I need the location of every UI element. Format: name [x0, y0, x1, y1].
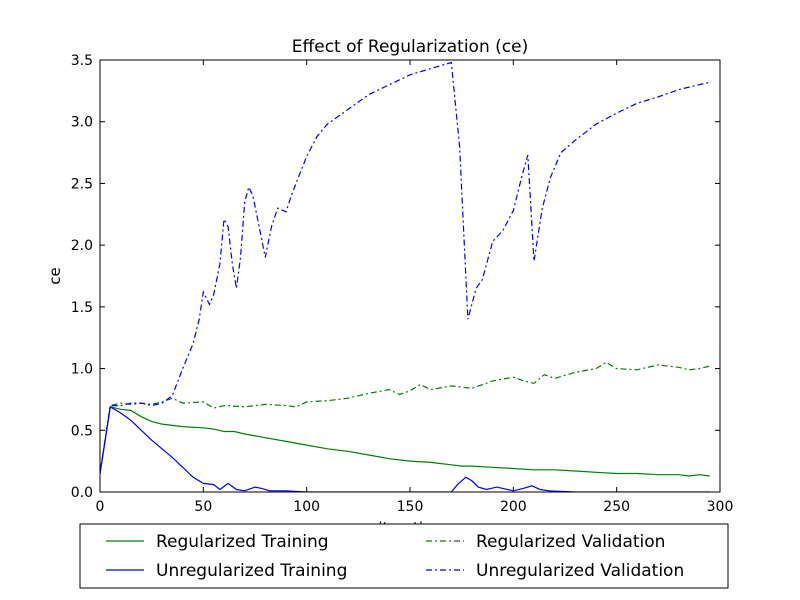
x-tick-label: 250 — [603, 499, 630, 515]
series-line-2 — [100, 405, 710, 492]
series-line-4 — [100, 61, 710, 474]
y-tick-label: 2.5 — [71, 176, 93, 192]
y-tick-label: 3.0 — [71, 115, 93, 131]
x-tick-label: 100 — [293, 499, 320, 515]
y-tick-label: 0.5 — [71, 423, 93, 439]
series-layer — [100, 61, 710, 492]
legend-label-1: Regularized Training — [156, 532, 329, 552]
y-tick-label: 1.0 — [71, 362, 93, 378]
x-tick-label: 150 — [397, 499, 424, 515]
legend-entries: Regularized Training Unregularized Traini… — [106, 532, 684, 581]
legend-label-3: Regularized Validation — [476, 532, 665, 552]
series-line-3 — [100, 361, 710, 474]
legend-label-4: Unregularized Validation — [476, 561, 684, 581]
y-tick-label: 3.5 — [71, 53, 93, 69]
legend-box — [79, 523, 729, 589]
y-tick-label: 0.0 — [71, 485, 93, 501]
x-tick-label: 50 — [194, 499, 212, 515]
x-tick-label: 0 — [96, 499, 105, 515]
chart-title: Effect of Regularization (ce) — [292, 37, 528, 57]
x-tick-label: 200 — [500, 499, 527, 515]
y-tick-label: 1.5 — [71, 300, 93, 316]
series-line-1 — [100, 406, 710, 477]
y-tick-label: 2.0 — [71, 238, 93, 254]
y-axis-label: ce — [46, 267, 64, 284]
tick-layer: 0 50 100 150 200 250 300 0.0 0.5 1.0 1.5 2.0 2.5 3.0 3… — [71, 53, 734, 515]
legend: Regularized Training Unregularized Traini… — [79, 523, 729, 589]
legend-label-2: Unregularized Training — [156, 561, 347, 581]
x-tick-label: 300 — [707, 499, 734, 515]
